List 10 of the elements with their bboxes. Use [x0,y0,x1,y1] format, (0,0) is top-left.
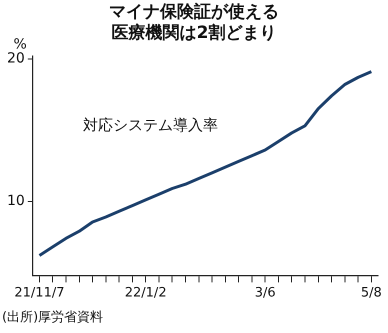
y-axis-title: % [14,36,27,53]
text: (出所)厚労省資料 [2,309,104,326]
text: 対応システム導入率 [82,116,218,134]
chart-title: マイナ保険証が使える医療機関は2割どまり [108,2,280,44]
x-tick-label: 3/6 [254,286,276,301]
y-tick-label: 20 [6,50,25,66]
x-tick-label: 5/8 [360,286,382,301]
x-tick-label: 21/11/7 [14,286,65,301]
x-tick-label: 22/1/2 [124,286,167,301]
y-tick-label: 10 [6,192,25,209]
